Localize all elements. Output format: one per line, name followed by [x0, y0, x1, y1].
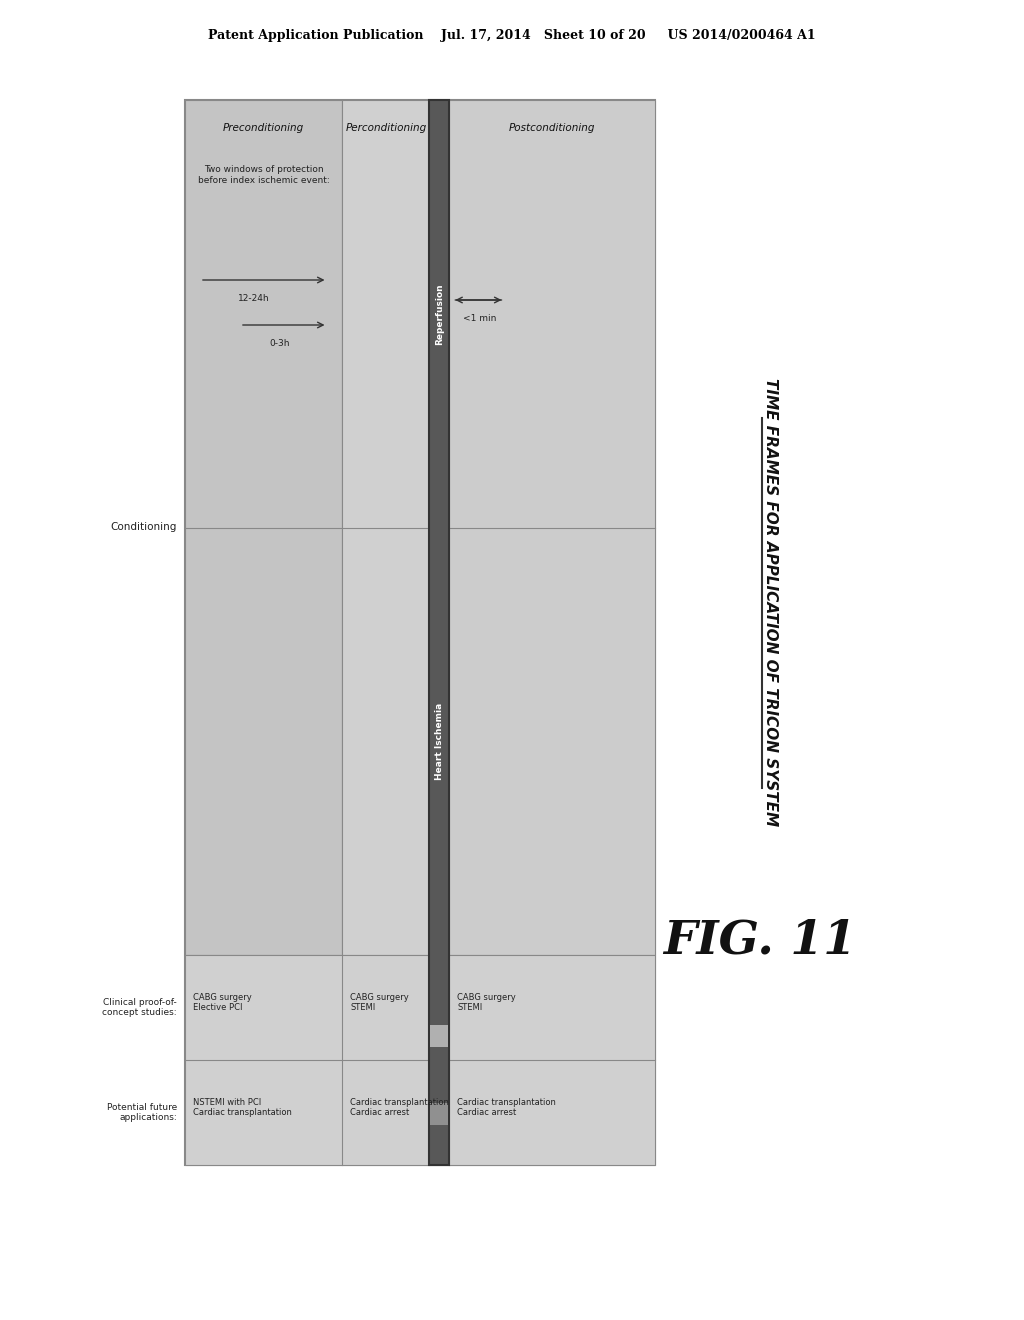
Text: Patent Application Publication    Jul. 17, 2014   Sheet 10 of 20     US 2014/020: Patent Application Publication Jul. 17, …	[208, 29, 816, 41]
Text: Two windows of protection
before index ischemic event:: Two windows of protection before index i…	[198, 165, 330, 185]
Text: Cardiac transplantation
Cardiac arrest: Cardiac transplantation Cardiac arrest	[350, 1098, 450, 1117]
Text: Heart Ischemia: Heart Ischemia	[435, 702, 443, 780]
Text: TIME FRAMES FOR APPLICATION OF TRICON SYSTEM: TIME FRAMES FOR APPLICATION OF TRICON SY…	[763, 379, 777, 826]
Text: Cardiac transplantation
Cardiac arrest: Cardiac transplantation Cardiac arrest	[458, 1098, 556, 1117]
Text: <1 min: <1 min	[463, 314, 496, 323]
Text: Reperfusion: Reperfusion	[435, 282, 443, 345]
Text: Clinical proof-of-
concept studies:: Clinical proof-of- concept studies:	[102, 998, 177, 1018]
Text: CABG surgery
STEMI: CABG surgery STEMI	[350, 993, 410, 1012]
Text: Preconditioning: Preconditioning	[223, 123, 304, 133]
Bar	[430, 1024, 449, 1047]
Bar	[430, 1102, 449, 1125]
Text: Potential future
applications:: Potential future applications:	[106, 1102, 177, 1122]
Bar	[450, 100, 655, 954]
Text: FIG. 11: FIG. 11	[664, 917, 856, 964]
Bar	[185, 100, 342, 954]
Text: CABG surgery
Elective PCI: CABG surgery Elective PCI	[193, 993, 252, 1012]
Bar	[185, 954, 655, 1166]
Text: 12-24h: 12-24h	[238, 294, 269, 304]
Text: Perconditioning: Perconditioning	[345, 123, 427, 133]
Bar	[342, 100, 429, 954]
Text: 0-3h: 0-3h	[269, 339, 290, 348]
Text: Postconditioning: Postconditioning	[509, 123, 595, 133]
Text: CABG surgery
STEMI: CABG surgery STEMI	[458, 993, 516, 1012]
Text: Conditioning: Conditioning	[111, 523, 177, 532]
Text: NSTEMI with PCI
Cardiac transplantation: NSTEMI with PCI Cardiac transplantation	[193, 1098, 292, 1117]
Bar	[429, 100, 450, 1166]
Bar	[185, 100, 655, 1166]
